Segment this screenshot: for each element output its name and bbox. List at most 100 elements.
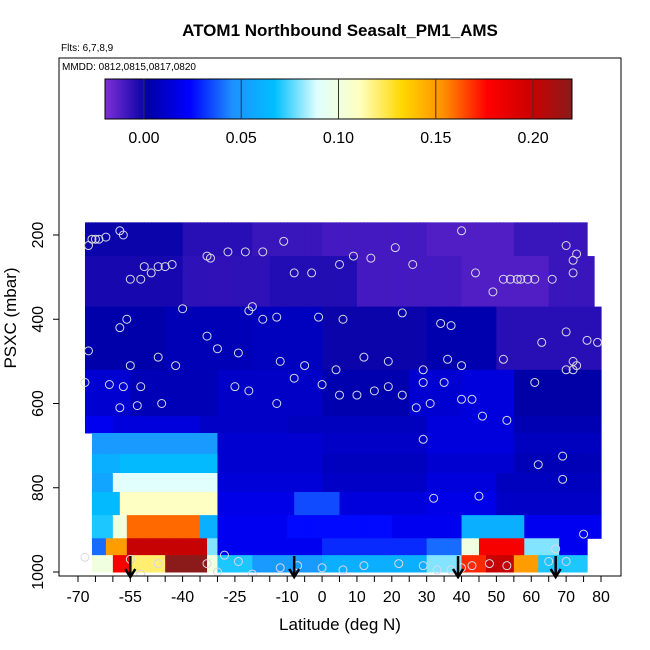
heatmap-cell: [304, 454, 309, 474]
heatmap-cell: [203, 491, 208, 516]
sample-point: [125, 361, 135, 371]
heatmap-cell: [360, 256, 365, 308]
heatmap-cell: [524, 369, 529, 417]
heatmap-cell: [119, 222, 124, 257]
heatmap-cell: [499, 555, 504, 573]
heatmap-cell: [318, 416, 323, 434]
sample-point: [418, 561, 428, 571]
heatmap-cell: [430, 515, 435, 539]
heatmap-cell: [447, 306, 452, 371]
heatmap-cell: [440, 538, 445, 556]
heatmap-cell: [391, 369, 396, 417]
heatmap-cell: [384, 555, 389, 573]
heatmap-cell: [269, 369, 274, 417]
heatmap-cell: [342, 222, 348, 257]
heatmap-cell: [517, 306, 522, 371]
heatmap-cell: [252, 306, 257, 371]
heatmap-cell: [349, 432, 355, 455]
heatmap-cell: [130, 555, 135, 573]
heatmap-cell: [112, 538, 117, 556]
heatmap-cell: [409, 416, 414, 434]
heatmap-cell: [416, 473, 421, 493]
heatmap-cell: [116, 555, 121, 573]
heatmap-cell: [179, 432, 184, 455]
heatmap-cell: [297, 416, 302, 434]
heatmap-cell: [262, 491, 267, 516]
heatmap-cell: [471, 416, 477, 434]
heatmap-cell: [405, 454, 410, 474]
heatmap-cell: [158, 416, 163, 434]
heatmap-cell: [102, 416, 107, 434]
sample-point: [240, 247, 250, 257]
heatmap-cell: [98, 515, 104, 539]
heatmap-cell: [269, 491, 274, 516]
heatmap-cell: [112, 306, 117, 371]
x-tick-label: 30: [418, 589, 436, 606]
heatmap-cell: [576, 256, 581, 308]
heatmap-cell: [207, 256, 212, 308]
x-tick-label: -25: [223, 589, 246, 606]
heatmap-cell: [241, 369, 246, 417]
heatmap-cell: [594, 515, 599, 539]
heatmap-cell: [552, 416, 557, 434]
heatmap-cell: [220, 555, 226, 573]
heatmap-cell: [465, 432, 470, 455]
heatmap-cell: [210, 432, 215, 455]
heatmap-cell: [454, 555, 459, 573]
heatmap-cell: [583, 256, 588, 308]
heatmap-cell: [381, 222, 386, 257]
heatmap-cell: [388, 538, 393, 556]
heatmap-cell: [569, 416, 574, 434]
heatmap-cell: [465, 222, 470, 257]
heatmap-cell: [454, 416, 459, 434]
heatmap-cell: [458, 369, 463, 417]
heatmap-cell: [245, 416, 250, 434]
heatmap-cell: [154, 473, 159, 493]
heatmap-cell: [182, 369, 187, 417]
heatmap-cell: [196, 369, 201, 417]
heatmap-cell: [287, 256, 292, 308]
heatmap-cell: [412, 369, 417, 417]
heatmap-cell: [506, 491, 511, 516]
heatmap-cell: [346, 515, 351, 539]
heatmap-cell: [451, 256, 456, 308]
heatmap-cell: [489, 491, 494, 516]
heatmap-cell: [130, 473, 135, 493]
heatmap-cell: [405, 473, 410, 493]
heatmap-cell: [220, 538, 226, 556]
heatmap-cell: [329, 454, 334, 474]
heatmap-cell: [356, 555, 362, 573]
heatmap-cell: [245, 515, 250, 539]
heatmap-cell: [112, 416, 117, 434]
heatmap-cell: [217, 369, 222, 417]
heatmap-cell: [315, 555, 320, 573]
heatmap-cell: [496, 515, 501, 539]
heatmap-cell: [154, 416, 159, 434]
heatmap-cell: [590, 306, 595, 371]
heatmap-cell: [583, 473, 588, 493]
heatmap-cell: [433, 432, 438, 455]
heatmap-cell: [144, 306, 149, 371]
heatmap-cell: [566, 515, 571, 539]
heatmap-cell: [419, 491, 424, 516]
heatmap-cell: [186, 416, 191, 434]
heatmap-cell: [492, 538, 497, 556]
heatmap-cell: [255, 222, 260, 257]
heatmap-cell: [168, 473, 173, 493]
heatmap-cell: [200, 454, 205, 474]
heatmap-cell: [409, 473, 414, 493]
heatmap-cell: [262, 473, 267, 493]
heatmap-cell: [102, 306, 107, 371]
heatmap-cell: [287, 454, 292, 474]
heatmap-cell: [471, 256, 477, 308]
heatmap-cell: [485, 432, 491, 455]
heatmap-cell: [471, 306, 477, 371]
heatmap-cell: [559, 432, 564, 455]
heatmap-cell: [144, 555, 149, 573]
heatmap-cell: [440, 555, 445, 573]
heatmap-cell: [468, 306, 473, 371]
heatmap-cell: [130, 454, 135, 474]
sample-point: [512, 274, 522, 284]
heatmap-cell: [478, 369, 484, 417]
heatmap-cell: [342, 491, 348, 516]
